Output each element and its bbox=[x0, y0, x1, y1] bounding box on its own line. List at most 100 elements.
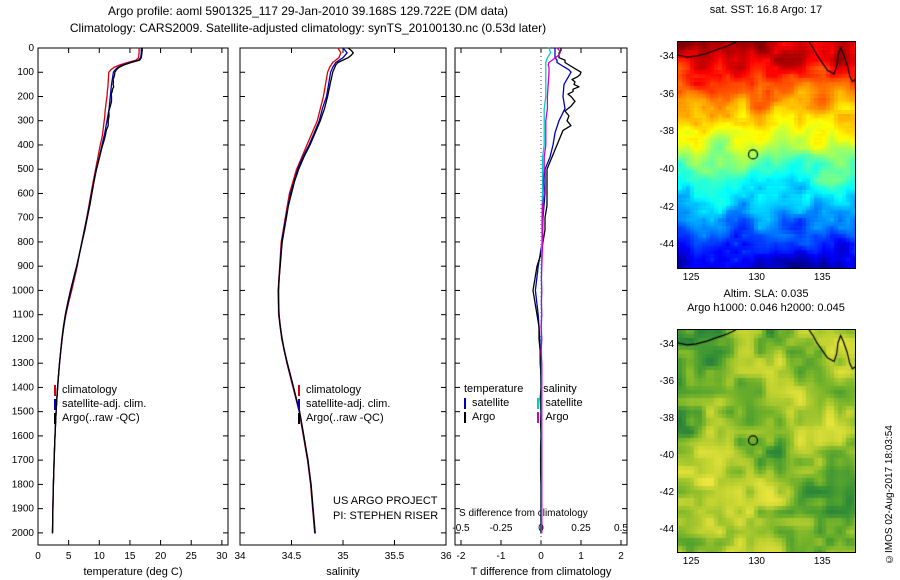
s-tick-label: -0.25 bbox=[490, 523, 513, 534]
y-tick-label: 1800 bbox=[12, 479, 35, 490]
y-tick-label: 400 bbox=[17, 140, 34, 151]
series-s-satellite-climatology bbox=[540, 47, 552, 534]
map-y-tick-label: -34 bbox=[659, 51, 674, 63]
x-tick-label: -1 bbox=[497, 551, 506, 562]
legend-row-argo: Argo(..raw -QC) bbox=[54, 411, 146, 425]
panel-frame bbox=[239, 47, 447, 546]
y-tick-label: 300 bbox=[17, 116, 34, 127]
figure-title-line1: Argo profile: aoml 5901325_117 29-Jan-20… bbox=[107, 4, 509, 18]
legend-label-climatology: climatology bbox=[62, 384, 118, 396]
x-tick-label: 35 bbox=[337, 551, 349, 562]
legend-row-s-satellite: satellite bbox=[537, 396, 583, 410]
s-tick-label: 0.5 bbox=[614, 523, 628, 534]
s-tick-label: -0.5 bbox=[452, 523, 470, 534]
series-argo-raw-qc- bbox=[51, 47, 143, 534]
y-tick-label: 700 bbox=[17, 213, 34, 224]
s-argo-line-swatch bbox=[537, 411, 540, 423]
y-tick-label: 1400 bbox=[12, 382, 35, 393]
y-tick-label: 1900 bbox=[12, 504, 35, 515]
argo-line-swatch bbox=[298, 412, 300, 424]
y-tick-label: 900 bbox=[17, 261, 34, 272]
panel-temperature_profile: 0 5 10 15 20 25 300100200300400500600700800900… bbox=[12, 43, 229, 578]
t-satellite-line-swatch bbox=[464, 397, 466, 409]
imos-credit: ©IMOS 02-Aug-2017 18:03:54 bbox=[884, 425, 895, 564]
map-y-tick-label: -42 bbox=[659, 201, 674, 213]
legend-row-argo: Argo(..raw -QC) bbox=[298, 411, 390, 425]
x-tick-label: 35.5 bbox=[385, 551, 405, 562]
x-tick-label: 36 bbox=[440, 551, 452, 562]
legend-label-s-satellite: satellite bbox=[545, 397, 583, 409]
legend-label-climatology: climatology bbox=[306, 384, 362, 396]
s-tick-label: 0.25 bbox=[571, 523, 591, 534]
temperature-legend: climatology satellite-adj. clim. Argo(..… bbox=[54, 383, 146, 425]
y-tick-label: 0 bbox=[28, 43, 34, 54]
map-x-tick-label: 135 bbox=[813, 272, 831, 283]
figure-title-line2: Climatology: CARS2009. Satellite-adjuste… bbox=[69, 21, 547, 35]
y-tick-label: 2000 bbox=[12, 528, 35, 539]
us-argo-project-note: US ARGO PROJECT PI: STEPHEN RISER bbox=[333, 494, 438, 524]
satellite-line-swatch bbox=[298, 398, 300, 410]
x-tick-label: 10 bbox=[94, 551, 106, 562]
x-tick-label: 0 bbox=[35, 551, 41, 562]
sst-map-title: sat. SST: 16.8 Argo: 17 bbox=[709, 4, 823, 16]
legend-label-t-satellite: satellite bbox=[472, 397, 510, 409]
y-tick-label: 1000 bbox=[12, 285, 35, 296]
map-y-tick-label: -36 bbox=[659, 375, 674, 387]
map-x-tick-label: 130 bbox=[748, 272, 765, 283]
difference-legend-temperature-column: temperature satellite Argo bbox=[464, 382, 523, 424]
legend-label-t-argo: Argo bbox=[472, 411, 496, 423]
legend-label-s-argo: Argo bbox=[545, 411, 569, 423]
project-text: US ARGO PROJECT bbox=[333, 495, 438, 507]
x-tick-label: 25 bbox=[186, 551, 198, 562]
x-tick-label: 30 bbox=[216, 551, 228, 562]
sla-map-title-line1: Altim. SLA: 0.035 bbox=[723, 288, 809, 300]
salinity-legend: climatology satellite-adj. clim. Argo(..… bbox=[298, 383, 390, 425]
x-tick-label: 5 bbox=[66, 551, 72, 562]
series-t-satellite-climatology bbox=[534, 47, 572, 534]
map-y-tick-label: -38 bbox=[659, 412, 674, 424]
s-axis-title: S difference from climatology bbox=[459, 508, 588, 519]
legend-label-argo: Argo(..raw -QC) bbox=[306, 412, 384, 424]
legend-row-satellite: satellite-adj. clim. bbox=[54, 397, 146, 411]
x-tick-label: 20 bbox=[155, 551, 167, 562]
map-x-tick-label: 130 bbox=[748, 556, 765, 567]
x-axis-title: T difference from climatology bbox=[471, 566, 612, 578]
temperature-column-header: temperature bbox=[464, 383, 524, 395]
y-tick-label: 200 bbox=[17, 91, 34, 102]
series-climatology bbox=[277, 47, 342, 534]
legend-row-t-satellite: satellite bbox=[464, 396, 523, 410]
legend-row-t-argo: Argo bbox=[464, 410, 523, 424]
t-argo-line-swatch bbox=[464, 411, 466, 423]
pi-text: PI: STEPHEN RISER bbox=[333, 510, 439, 522]
x-tick-label: 2 bbox=[618, 551, 624, 562]
y-tick-label: 600 bbox=[17, 188, 34, 199]
map-y-tick-label: -44 bbox=[659, 239, 674, 251]
map-y-tick-label: -34 bbox=[659, 338, 674, 350]
s-tick-label: 0 bbox=[538, 523, 544, 534]
series-climatology bbox=[51, 47, 140, 534]
series-argo-raw-qc- bbox=[277, 47, 354, 534]
legend-row-climatology: climatology bbox=[298, 383, 390, 397]
map-y-tick-label: -38 bbox=[659, 126, 674, 138]
map-y-tick-label: -40 bbox=[659, 449, 674, 461]
map-y-tick-label: -42 bbox=[659, 486, 674, 498]
y-tick-label: 1700 bbox=[12, 455, 35, 466]
y-tick-label: 1200 bbox=[12, 334, 35, 345]
sla-map-title-line2: Argo h1000: 0.046 h2000: 0.045 bbox=[687, 302, 845, 314]
map-y-tick-label: -40 bbox=[659, 164, 674, 176]
y-tick-label: 1500 bbox=[12, 407, 35, 418]
y-tick-label: 1100 bbox=[12, 310, 34, 321]
x-tick-label: 15 bbox=[124, 551, 136, 562]
climatology-line-swatch bbox=[54, 384, 56, 396]
x-tick-label: 0 bbox=[538, 551, 544, 562]
legend-row-climatology: climatology bbox=[54, 383, 146, 397]
map-x-tick-label: 125 bbox=[682, 556, 700, 567]
legend-label-argo: Argo(..raw -QC) bbox=[62, 412, 140, 424]
x-axis-title: salinity bbox=[326, 566, 360, 578]
sla-map bbox=[677, 329, 856, 553]
panel-difference_profile: -2 -1 0 1 2 T difference from climatology S di… bbox=[452, 47, 628, 578]
x-tick-label: 34 bbox=[234, 551, 246, 562]
map-x-tick-label: 135 bbox=[813, 556, 831, 567]
map-x-tick-label: 125 bbox=[682, 272, 700, 283]
